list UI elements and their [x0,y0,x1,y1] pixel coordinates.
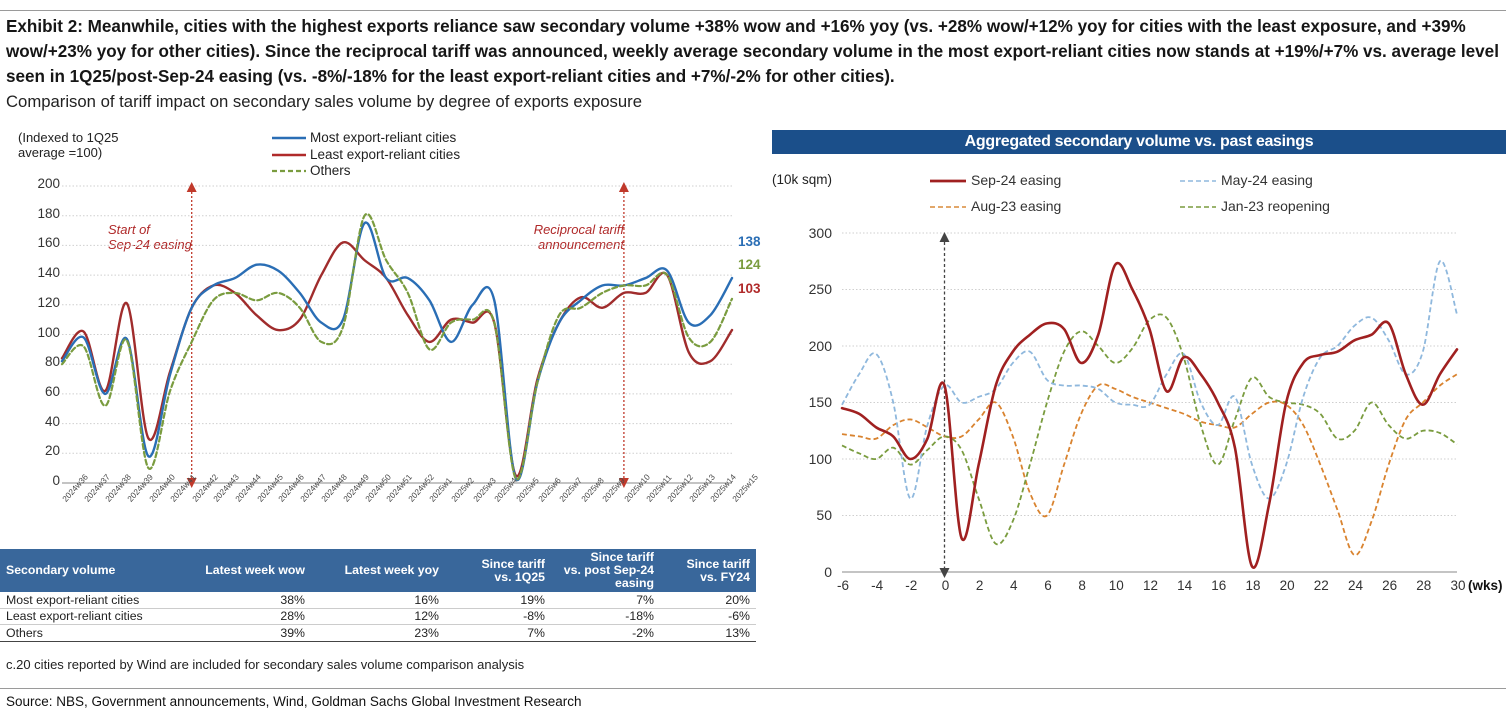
svg-text:100: 100 [809,451,833,467]
svg-text:150: 150 [809,394,833,410]
svg-text:50: 50 [816,507,832,523]
svg-text:250: 250 [809,281,833,297]
svg-text:300: 300 [809,225,833,241]
svg-text:200: 200 [809,338,833,354]
